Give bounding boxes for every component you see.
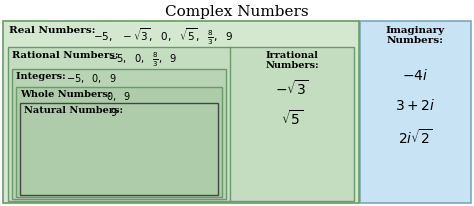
Text: $-\sqrt{3}$: $-\sqrt{3}$: [275, 79, 309, 97]
Text: $2i\sqrt{2}$: $2i\sqrt{2}$: [398, 127, 433, 146]
Bar: [360, 22, 471, 203]
Text: Irrational
Numbers:: Irrational Numbers:: [265, 51, 319, 70]
Bar: [12, 70, 226, 199]
Text: Imaginary
Numbers:: Imaginary Numbers:: [386, 26, 445, 45]
Text: Integers:: Integers:: [16, 72, 73, 81]
Text: Natural Numbers:: Natural Numbers:: [24, 105, 130, 115]
Text: $9$: $9$: [110, 105, 118, 117]
Text: $-5,\ \ 0,\ \ 9$: $-5,\ \ 0,\ \ 9$: [66, 72, 117, 85]
Text: $-5,\ \ 0,\ \ \frac{8}{3},\ \ 9$: $-5,\ \ 0,\ \ \frac{8}{3},\ \ 9$: [108, 51, 177, 69]
Text: Whole Numbers:: Whole Numbers:: [20, 90, 118, 98]
Text: $-4i$: $-4i$: [402, 68, 428, 83]
Text: $\sqrt{5}$: $\sqrt{5}$: [281, 109, 303, 127]
Text: $3 + 2i$: $3 + 2i$: [395, 97, 436, 112]
Text: $-5,\ \ -\sqrt{3},\ \ 0,\ \ \sqrt{5},\ \ \frac{8}{3},\ \ 9$: $-5,\ \ -\sqrt{3},\ \ 0,\ \ \sqrt{5},\ \…: [93, 26, 233, 46]
Bar: [3, 22, 359, 203]
Text: Complex Numbers: Complex Numbers: [165, 5, 309, 19]
Bar: [8, 48, 354, 201]
Text: Rational Numbers:: Rational Numbers:: [12, 51, 126, 60]
Bar: [16, 88, 222, 197]
Text: $0,\ \ 9$: $0,\ \ 9$: [106, 90, 131, 103]
Text: Real Numbers:: Real Numbers:: [9, 26, 103, 35]
Bar: [20, 103, 218, 195]
